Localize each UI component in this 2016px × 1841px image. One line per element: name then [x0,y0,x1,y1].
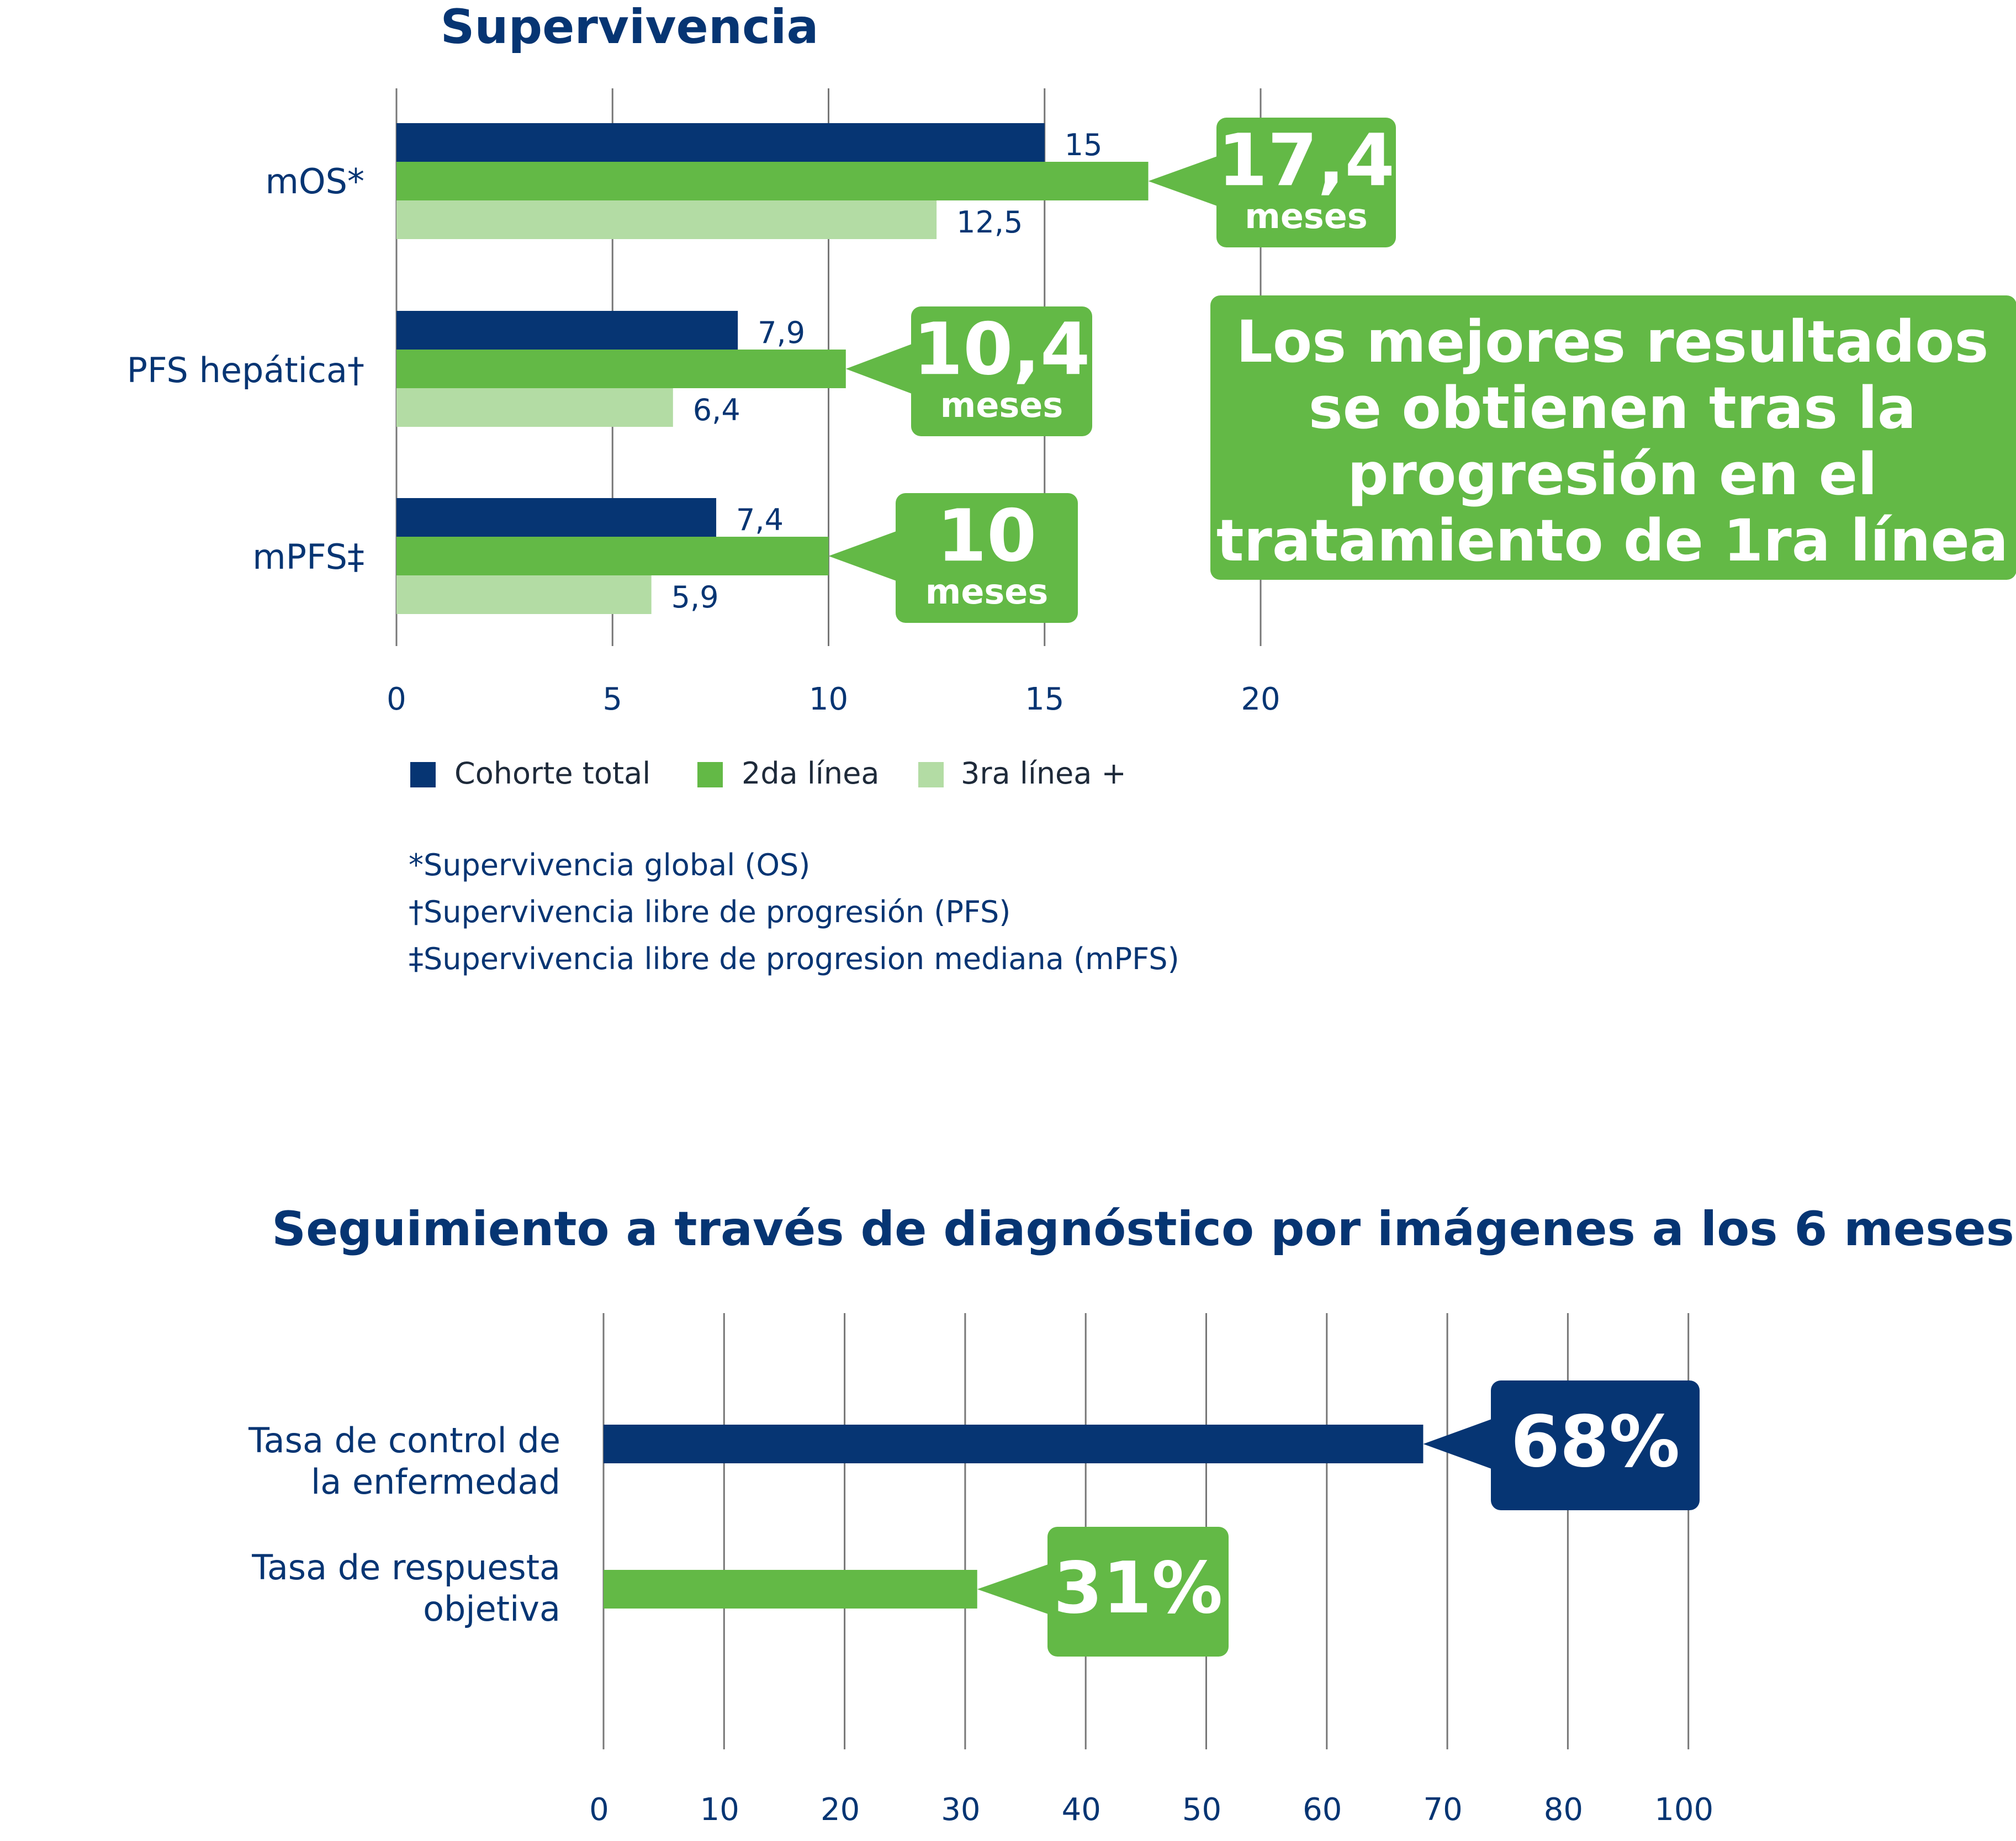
chart2-bars [604,1425,1424,1609]
chart1-callout-1-value: 10,4 [913,307,1091,391]
chart1-callout-2-unit: meses [925,572,1049,612]
chart1-callout-0-box [1216,118,1396,247]
chart1-bar-pfs-hepatica-cohorte-total [396,311,738,350]
legend-swatch-2da [697,762,723,787]
chart1-callout-1-unit: meses [940,385,1063,425]
chart1-tick-15: 15 [1025,681,1064,717]
chart1-callout-2-pointer [828,531,898,581]
chart1-bars [396,123,1149,614]
chart2-callout-1-value: 31% [1054,1547,1223,1630]
footnote-pfs: †Supervivencia libre de progresión (PFS) [409,895,1010,929]
chart1-value-mos-cohorte-total: 15 [1065,128,1103,162]
footnote-mpfs: ‡Supervivencia libre de progresion media… [409,941,1179,976]
chart2-callout-1-pointer [977,1564,1050,1615]
chart2-tick-50: 50 [1182,1792,1221,1828]
chart2-tick-70: 70 [1423,1792,1462,1828]
chart2-tick-10: 10 [700,1792,739,1828]
chart1-callout-0-unit: meses [1245,196,1368,236]
chart1-callout-2-value: 10 [937,494,1037,578]
chart1-value-pfs-hepatica-3ra-linea: 6,4 [693,393,740,427]
chart2-tick-30: 30 [941,1792,980,1828]
chart1-footnotes: *Supervivencia global (OS) †Supervivenci… [409,848,1179,976]
chart2-callout-0-box [1491,1380,1700,1510]
message-box-background [1210,295,2016,580]
message-line-2: se obtienen tras la [1309,374,1916,442]
legend-label-2da: 2da línea [742,756,879,791]
chart1-callout-0-value: 17,4 [1218,118,1395,202]
chart2-tick-60: 60 [1303,1792,1342,1828]
message-line-4: tratamiento de 1ra línea [1216,507,2008,574]
chart2-callout-1: 31% [977,1527,1229,1657]
chart1-legend: Cohorte total 2da línea 3ra línea + [410,756,1126,791]
chart1-bar-pfs-hepatica-3ra-linea [396,388,673,427]
chart1-tick-10: 10 [809,681,848,717]
chart2-bar-0 [604,1425,1424,1463]
chart2-category-0-line-0: Tasa de control de [248,1420,560,1461]
chart2-ticks: 0 10 20 30 40 50 60 70 80 100 [589,1792,1713,1828]
chart2-title: Seguimiento a través de diagnóstico por … [272,1202,2014,1257]
chart1-bar-mos-cohorte-total [396,123,1045,162]
legend-swatch-3ra [918,762,944,787]
chart1-bar-mpfs-3ra-linea [396,575,652,614]
chart1-callout-0-pointer [1148,156,1219,207]
chart1-bar-pfs-hepatica-2da-linea [396,350,846,388]
chart1-value-labels: 15 12,5 7,9 6,4 7,4 5,9 [671,128,1103,615]
chart1-callout-1-box [911,306,1092,436]
chart1-value-mpfs-cohorte-total: 7,4 [736,502,784,537]
footnote-os: *Supervivencia global (OS) [409,848,810,882]
chart2-callout-0-pointer [1423,1419,1493,1469]
chart2-callouts: 68% 31% [977,1380,1700,1657]
message-line-1: Los mejores resultados [1236,308,1989,375]
chart1-value-pfs-hepatica-cohorte-total: 7,9 [758,315,805,350]
chart2-tick-100: 100 [1654,1792,1713,1828]
legend-label-3ra: 3ra línea + [961,756,1126,791]
chart2-callout-0: 68% [1423,1380,1700,1510]
chart1-bar-mpfs-cohorte-total [396,498,717,537]
legend-swatch-cohorte [410,762,436,787]
chart2-category-1-line-1: objetiva [423,1589,560,1629]
chart1-bar-mos-2da-linea [396,162,1149,200]
chart1-ticks: 0 5 10 15 20 [387,681,1280,717]
chart1-category-mos: mOS* [265,161,364,202]
chart1-value-mpfs-3ra-linea: 5,9 [671,580,719,615]
chart1-category-mpfs: mPFS‡ [252,537,364,577]
chart1-callout-2-box [896,493,1078,623]
chart2-tick-20: 20 [821,1792,860,1828]
chart2-callout-1-box [1047,1527,1229,1657]
chart2-tick-0: 0 [589,1792,609,1828]
chart1-callout-1-pointer [845,343,913,394]
chart2-category-1-line-0: Tasa de respuesta [251,1547,560,1588]
chart2-tick-80: 80 [1544,1792,1583,1828]
legend-label-cohorte: Cohorte total [454,756,650,791]
chart2-bar-1 [604,1570,977,1609]
chart2-tick-40: 40 [1062,1792,1101,1828]
chart1-bar-mos-3ra-linea [396,200,937,239]
message-line-3: progresión en el [1347,441,1877,508]
chart1-category-pfs-hepatica: PFS hepática† [127,350,364,390]
chart2-category-0-line-1: la enfermedad [311,1462,560,1502]
chart1-tick-5: 5 [602,681,622,717]
chart1-categories: mOS* PFS hepática† mPFS‡ [127,161,364,577]
chart1-value-mos-3ra-linea: 12,5 [956,205,1023,240]
chart2-callout-0-value: 68% [1511,1401,1680,1483]
chart1-title: Supervivencia [440,0,818,55]
chart1-tick-20: 20 [1241,681,1280,717]
chart1-bar-mpfs-2da-linea [396,537,829,575]
chart1-tick-0: 0 [387,681,406,717]
message-box: Los mejores resultados se obtienen tras … [1210,295,2016,580]
